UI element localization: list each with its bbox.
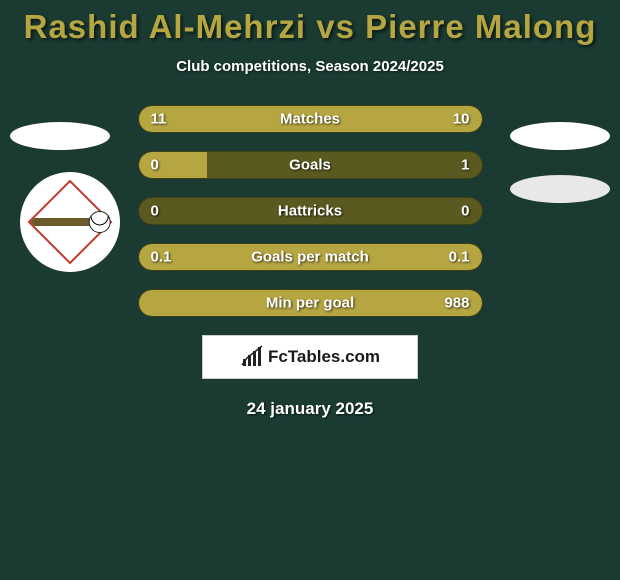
stat-bar: 11Matches10 bbox=[138, 105, 483, 133]
bar-value-right: 0 bbox=[461, 203, 469, 220]
stats-bars: 11Matches100Goals10Hattricks00.1Goals pe… bbox=[138, 105, 483, 317]
team-badge-shape bbox=[28, 180, 113, 265]
comparison-title: Rashid Al-Mehrzi vs Pierre Malong bbox=[0, 8, 620, 46]
player-left-marker bbox=[10, 122, 110, 150]
team-badge bbox=[20, 172, 120, 272]
bar-label: Hattricks bbox=[139, 203, 482, 220]
stat-bar: 0.1Goals per match0.1 bbox=[138, 243, 483, 271]
brand-text: FcTables.com bbox=[268, 347, 380, 367]
stat-bar: Min per goal988 bbox=[138, 289, 483, 317]
bar-label: Goals per match bbox=[139, 249, 482, 266]
player-right-marker-2 bbox=[510, 175, 610, 203]
stat-bar: 0Goals1 bbox=[138, 151, 483, 179]
stat-bar: 0Hattricks0 bbox=[138, 197, 483, 225]
player-right-marker bbox=[510, 122, 610, 150]
soccer-ball-icon bbox=[84, 206, 115, 237]
chart-bars-icon bbox=[240, 345, 264, 369]
bar-label: Min per goal bbox=[139, 295, 482, 312]
comparison-subtitle: Club competitions, Season 2024/2025 bbox=[0, 58, 620, 75]
brand-box: FcTables.com bbox=[202, 335, 418, 379]
bar-value-right: 1 bbox=[461, 157, 469, 174]
bar-value-right: 0.1 bbox=[449, 249, 470, 266]
bar-value-right: 10 bbox=[453, 111, 470, 128]
snapshot-date: 24 january 2025 bbox=[0, 399, 620, 419]
bar-label: Goals bbox=[139, 157, 482, 174]
bar-label: Matches bbox=[139, 111, 482, 128]
bar-value-right: 988 bbox=[444, 295, 469, 312]
